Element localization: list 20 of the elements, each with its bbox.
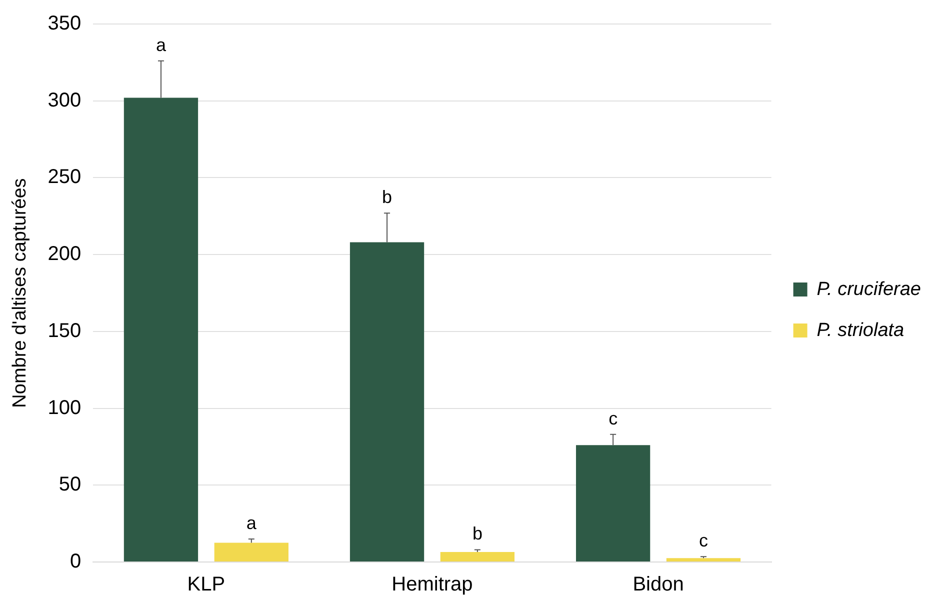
legend-label: P. striolata — [816, 320, 904, 341]
data-label: b — [472, 524, 482, 544]
data-label: a — [156, 34, 167, 55]
x-tick-label: Bidon — [632, 574, 684, 596]
y-tick-label: 250 — [48, 166, 82, 188]
y-tick-label: 0 — [70, 550, 82, 573]
data-label: c — [698, 530, 708, 551]
y-tick-label: 50 — [58, 474, 82, 496]
y-tick-label: 100 — [48, 396, 82, 419]
x-tick-label: KLP — [187, 574, 226, 596]
y-tick-label: 350 — [48, 12, 82, 35]
y-axis-title: Nombre d'altises capturées — [10, 178, 31, 408]
data-label: c — [608, 408, 618, 428]
y-tick-label: 300 — [48, 89, 82, 112]
legend-label: P. cruciferae — [816, 278, 921, 300]
data-label: b — [382, 187, 392, 208]
data-label: a — [246, 512, 258, 533]
y-tick-label: 150 — [48, 320, 82, 342]
y-tick-label: 200 — [48, 243, 82, 266]
x-tick-label: Hemitrap — [392, 574, 473, 596]
